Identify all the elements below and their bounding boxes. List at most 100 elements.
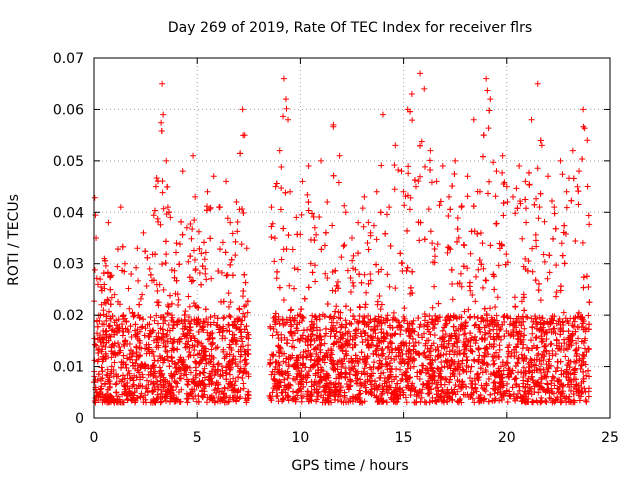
data-point (437, 198, 444, 205)
data-point (506, 321, 513, 328)
data-point (308, 336, 315, 343)
data-point (428, 365, 435, 372)
data-point (333, 319, 340, 326)
data-point (563, 394, 570, 401)
data-point (362, 301, 369, 308)
data-point (365, 246, 372, 253)
data-point (309, 312, 316, 319)
data-point (276, 284, 283, 291)
data-point (281, 376, 288, 383)
data-point (184, 399, 191, 406)
data-point (157, 377, 164, 384)
data-point (271, 258, 278, 265)
data-point (517, 200, 524, 207)
data-point (482, 277, 489, 284)
data-point (404, 264, 411, 271)
data-point (231, 331, 238, 338)
data-point (192, 256, 199, 263)
data-point (397, 250, 404, 257)
data-point (313, 231, 320, 238)
data-point (176, 375, 183, 382)
data-point (518, 351, 525, 358)
data-point (534, 165, 541, 172)
data-point (543, 399, 550, 406)
data-point (541, 258, 548, 265)
data-point (269, 332, 276, 339)
data-point (280, 225, 287, 232)
data-point (136, 315, 143, 322)
data-point (224, 215, 231, 222)
data-point (427, 167, 434, 174)
data-point (198, 281, 205, 288)
data-point (472, 273, 479, 280)
chart-title: Day 269 of 2019, Rate Of TEC Index for r… (168, 20, 532, 36)
data-point (288, 306, 295, 313)
data-point (94, 330, 101, 337)
data-point (580, 352, 587, 359)
data-point (338, 321, 345, 328)
data-point (171, 267, 178, 274)
data-point (153, 312, 160, 319)
data-point (434, 384, 441, 391)
data-point (521, 325, 528, 332)
data-point (431, 332, 438, 339)
data-point (468, 363, 475, 370)
data-point (139, 323, 146, 330)
data-point (538, 369, 545, 376)
data-point (296, 311, 303, 318)
data-point (522, 196, 529, 203)
data-point (461, 331, 468, 338)
data-point (391, 186, 398, 193)
data-point (154, 391, 161, 398)
data-point (516, 387, 523, 394)
data-point (188, 235, 195, 242)
data-point (289, 246, 296, 253)
data-point (432, 253, 439, 260)
data-point (467, 368, 474, 375)
data-point (578, 380, 585, 387)
data-point (532, 315, 539, 322)
data-point (107, 301, 114, 308)
data-point (235, 387, 242, 394)
data-point (210, 319, 217, 326)
data-point (504, 380, 511, 387)
data-point (399, 260, 406, 267)
data-point (561, 395, 568, 402)
data-point (154, 287, 161, 294)
data-point (232, 238, 239, 245)
data-point (570, 323, 577, 330)
data-point (299, 318, 306, 325)
data-point (490, 379, 497, 386)
data-point (447, 206, 454, 213)
data-point (475, 266, 482, 273)
data-point (283, 105, 290, 112)
data-point (358, 349, 365, 356)
data-point (384, 211, 391, 218)
data-point (572, 347, 579, 354)
data-point (234, 218, 241, 225)
data-point (513, 381, 520, 388)
data-point (120, 312, 127, 319)
data-point (523, 205, 530, 212)
data-point (108, 363, 115, 370)
data-point (240, 288, 247, 295)
data-point (278, 163, 285, 170)
data-point (568, 333, 575, 340)
data-point (580, 274, 587, 281)
data-point (529, 330, 536, 337)
data-point (528, 399, 535, 406)
data-point (361, 365, 368, 372)
data-point (153, 281, 160, 288)
data-point (275, 398, 282, 405)
data-point (201, 319, 208, 326)
data-point (421, 163, 428, 170)
data-point (586, 221, 593, 228)
data-point (470, 203, 477, 210)
data-point (185, 293, 192, 300)
data-point (342, 324, 349, 331)
data-point (459, 357, 466, 364)
data-point (308, 328, 315, 335)
data-point (477, 230, 484, 237)
x-axis-label: GPS time / hours (291, 458, 408, 474)
data-point (111, 359, 118, 366)
